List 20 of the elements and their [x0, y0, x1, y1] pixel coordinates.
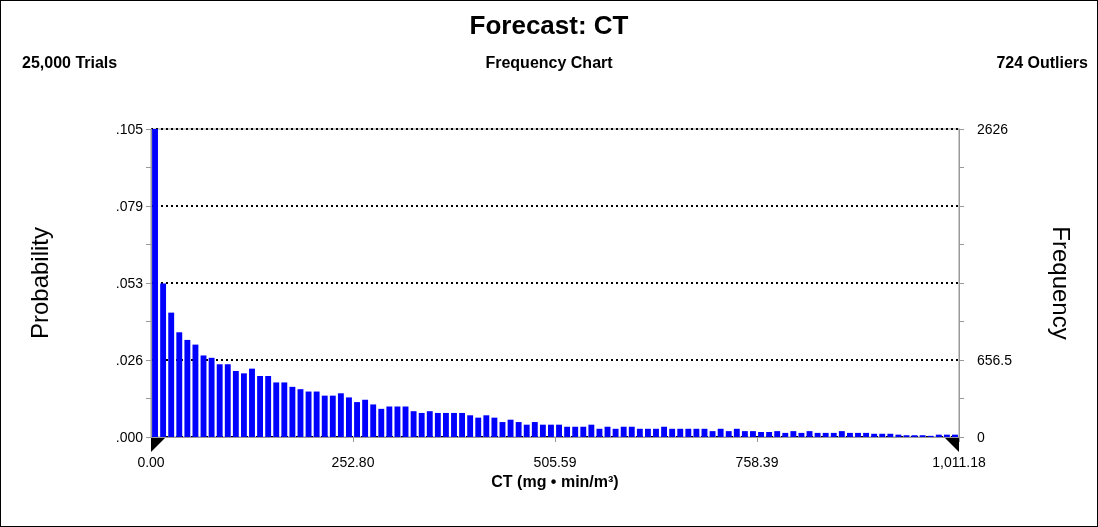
- y-axis-title: Probability: [25, 226, 53, 340]
- x-tick-label: 1,011.18: [932, 454, 986, 470]
- chart-subtitle: Frequency Chart: [485, 53, 614, 71]
- y-tick-label: .026: [115, 352, 144, 368]
- text: 25,000 Trials: [22, 53, 118, 71]
- y2-tick-label: 0: [977, 429, 985, 445]
- x-axis-title: CT (mg • min/m³): [491, 473, 619, 491]
- y2-axis-title: Frequency: [1047, 226, 1075, 340]
- x-tick-label: 758.39: [735, 454, 779, 470]
- x-tick-label: 252.80: [331, 454, 375, 470]
- y2-tick-label: 656.5: [977, 352, 1013, 368]
- y-tick-label: .053: [115, 275, 144, 291]
- x-tick-label: 505.59: [533, 454, 577, 470]
- y-tick-label: .079: [115, 198, 144, 214]
- x-tick-label: 0.00: [137, 454, 165, 470]
- y-tick-label: .000: [115, 429, 144, 445]
- text: 724 Outliers: [996, 53, 1089, 71]
- chart-title: Forecast: CT: [469, 10, 629, 40]
- y-tick-label: .105: [115, 121, 144, 137]
- y2-tick-label: 2626: [977, 121, 1009, 137]
